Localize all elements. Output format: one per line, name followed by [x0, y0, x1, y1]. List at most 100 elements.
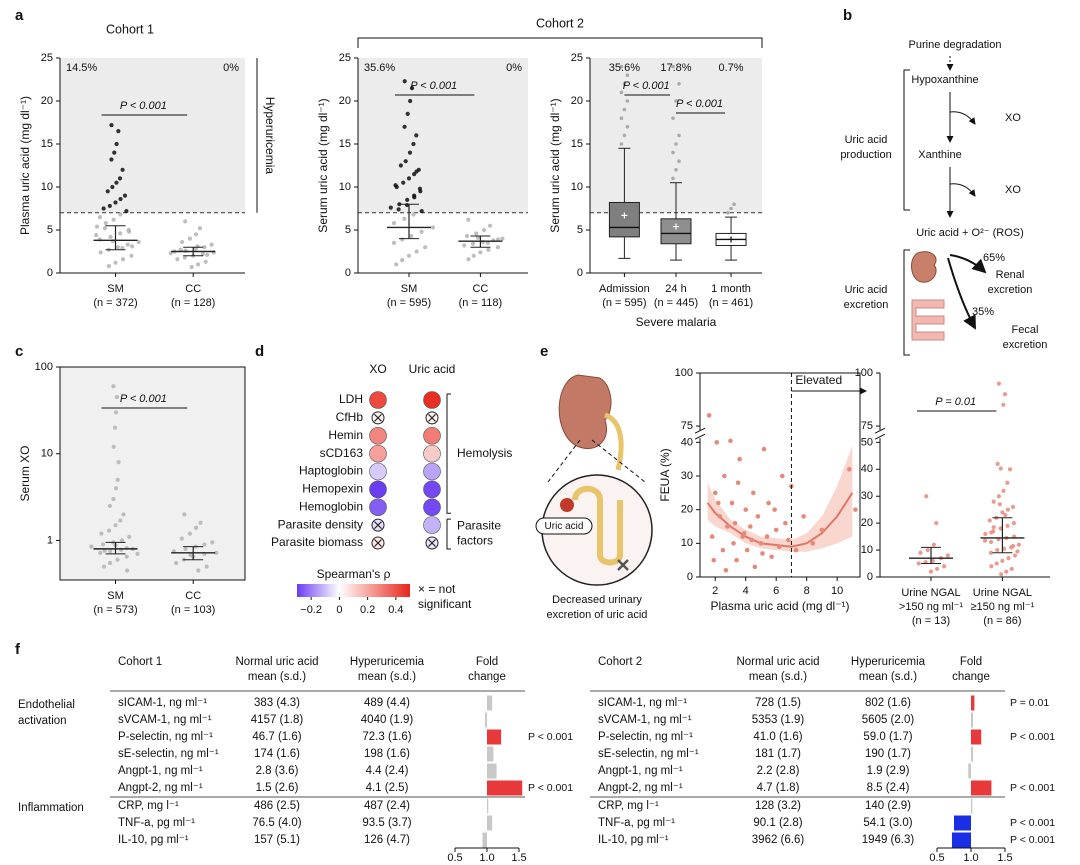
p-value: P < 0.001 — [1010, 731, 1055, 743]
column-header: Fold — [476, 656, 498, 668]
data-point — [1004, 569, 1009, 574]
data-point — [486, 247, 491, 252]
data-point — [419, 229, 424, 234]
data-point — [398, 163, 403, 168]
fold-bar — [968, 763, 971, 779]
outlier — [619, 116, 624, 120]
column-header: mean (s.d.) — [859, 671, 917, 683]
section-label: Inflammation — [18, 802, 84, 814]
percent: 65% — [983, 252, 1005, 264]
data-point — [989, 530, 994, 535]
data-point — [466, 257, 471, 262]
cell: 198 (1.6) — [364, 748, 410, 760]
row-label: CfHb — [336, 410, 364, 424]
outlier — [674, 142, 678, 146]
data-point — [119, 538, 125, 543]
cell: 486 (2.5) — [254, 800, 300, 812]
kidney-icon — [911, 251, 937, 283]
data-point — [1012, 553, 1018, 558]
data-point — [470, 241, 476, 246]
outlier — [622, 82, 627, 86]
outlier — [619, 90, 624, 95]
correlation-dot — [369, 462, 387, 481]
group-bracket — [446, 518, 451, 550]
data-point — [945, 553, 950, 558]
data-point — [113, 260, 118, 265]
data-point — [769, 554, 774, 560]
data-point — [430, 225, 436, 230]
data-point — [122, 193, 128, 198]
data-point — [97, 215, 103, 220]
data-point — [1011, 521, 1016, 526]
cell: 128 (3.2) — [755, 800, 801, 812]
data-point — [396, 207, 401, 212]
fold-bar — [954, 815, 971, 831]
data-point — [183, 546, 188, 551]
row-name: sICAM-1, ng ml⁻¹ — [598, 697, 687, 709]
data-point — [105, 189, 110, 194]
data-point — [715, 500, 721, 506]
p-value: P < 0.001 — [623, 80, 670, 92]
outlier — [729, 206, 733, 211]
row-name: CRP, mg l⁻¹ — [598, 800, 659, 812]
row-name: IL-10, pg ml⁻¹ — [118, 834, 189, 846]
data-point — [925, 547, 930, 553]
outlier — [671, 116, 675, 120]
panel-label: b — [843, 7, 852, 24]
cell: 54.1 (3.0) — [863, 817, 912, 829]
cell: 4157 (1.8) — [251, 714, 304, 726]
cell: 46.7 (1.6) — [252, 731, 301, 743]
data-point — [401, 180, 406, 185]
bracket — [903, 249, 910, 356]
row-label: Haptoglobin — [299, 464, 363, 478]
x-tick-label: 1 month — [711, 283, 751, 295]
data-point — [94, 224, 100, 229]
data-point — [749, 537, 755, 543]
column-header: Normal uric acid — [736, 656, 819, 668]
data-point — [999, 572, 1004, 577]
data-point — [412, 195, 417, 200]
y-tick-label: 25 — [339, 52, 351, 64]
percent-label: 17.8% — [660, 62, 691, 74]
fold-tick-label: 1.5 — [997, 852, 1012, 864]
axis-break — [694, 427, 706, 440]
intestine-icon — [911, 299, 945, 341]
column-header: Fold — [960, 656, 982, 668]
data-point — [120, 257, 126, 262]
percent-label: 35.6% — [364, 62, 395, 74]
fold-bar — [971, 695, 975, 711]
box — [608, 201, 640, 238]
data-point — [118, 212, 123, 217]
p-value: P < 0.001 — [1010, 834, 1055, 846]
label: Fecal — [1012, 324, 1039, 336]
data-point — [729, 500, 735, 506]
threshold-label: Hyperuricemia — [263, 97, 277, 175]
y-tick-label: 100 — [35, 361, 53, 373]
data-point — [196, 568, 201, 573]
data-point — [411, 212, 416, 217]
cell: 1949 (6.3) — [862, 834, 915, 846]
data-point — [801, 514, 806, 519]
outlier — [622, 133, 627, 138]
mean-marker — [673, 223, 679, 230]
data-point — [773, 527, 779, 533]
fold-bar — [487, 729, 502, 745]
x-tick-label: Admission — [599, 283, 650, 295]
p-value: P < 0.001 — [528, 731, 573, 743]
outlier — [677, 82, 681, 86]
data-point — [417, 186, 423, 191]
data-point — [115, 477, 120, 482]
cell: 487 (2.4) — [364, 800, 410, 812]
y-tick-label: 50 — [861, 436, 873, 448]
y-tick-label: 0 — [687, 571, 693, 583]
y-tick-label: 20 — [681, 504, 693, 516]
data-point — [111, 217, 116, 222]
data-point — [402, 79, 407, 84]
box — [660, 218, 692, 245]
data-point — [183, 219, 188, 224]
cell: 2.8 (3.6) — [256, 765, 299, 777]
data-point — [402, 124, 407, 129]
row-name: Angpt-2, ng ml⁻¹ — [118, 782, 203, 794]
y-axis-label: Serum XO — [18, 445, 32, 501]
